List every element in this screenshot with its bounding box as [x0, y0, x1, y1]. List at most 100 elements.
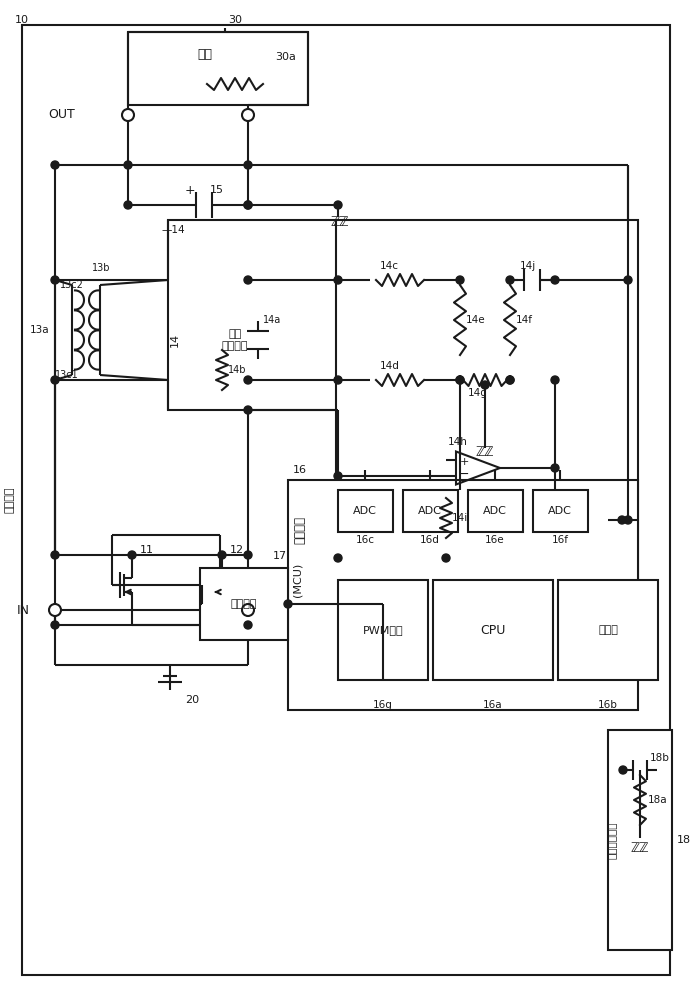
Text: −: − [459, 468, 469, 481]
Text: 13a: 13a [30, 325, 49, 335]
Text: 存储器: 存储器 [598, 625, 618, 635]
Circle shape [624, 516, 632, 524]
Circle shape [624, 276, 632, 284]
Circle shape [334, 554, 342, 562]
Text: ℤℤ: ℤℤ [331, 217, 349, 230]
Text: 控制电路: 控制电路 [293, 516, 306, 544]
Text: 14: 14 [170, 333, 180, 347]
Text: 18b: 18b [650, 753, 670, 763]
Text: ℤℤ: ℤℤ [631, 842, 649, 854]
Circle shape [244, 406, 252, 414]
Circle shape [551, 276, 559, 284]
Text: (MCU): (MCU) [293, 563, 303, 597]
Circle shape [51, 161, 59, 169]
Bar [433, 580, 553, 680]
Circle shape [456, 376, 464, 384]
Bar [533, 490, 588, 532]
Bar [468, 490, 523, 532]
Circle shape [284, 600, 292, 608]
Circle shape [51, 621, 59, 629]
Text: ADC: ADC [418, 506, 442, 516]
Text: 16g: 16g [373, 700, 393, 710]
Circle shape [334, 276, 342, 284]
Text: 16: 16 [293, 465, 307, 475]
Circle shape [49, 604, 61, 616]
Text: 30: 30 [228, 15, 242, 25]
Bar [128, 32, 308, 105]
Bar [200, 568, 288, 640]
Text: ADC: ADC [353, 506, 377, 516]
Circle shape [551, 464, 559, 472]
Text: 13c2: 13c2 [60, 280, 84, 290]
Text: 14j: 14j [520, 261, 536, 271]
Circle shape [124, 201, 132, 209]
Circle shape [51, 551, 59, 559]
Text: 13b: 13b [92, 263, 111, 273]
Text: OUT: OUT [48, 108, 75, 121]
Text: 14a: 14a [263, 315, 282, 325]
Text: ADC: ADC [548, 506, 572, 516]
Bar [288, 480, 638, 710]
Circle shape [244, 551, 252, 559]
Circle shape [244, 621, 252, 629]
Circle shape [122, 109, 134, 121]
Text: 门驱动器: 门驱动器 [231, 599, 257, 609]
Text: +: + [459, 457, 468, 467]
Text: 16f: 16f [551, 535, 569, 545]
Text: 16d: 16d [420, 535, 440, 545]
Text: 电流
检测电路: 电流 检测电路 [222, 329, 248, 351]
Circle shape [506, 276, 514, 284]
Bar [403, 490, 458, 532]
Circle shape [51, 376, 59, 384]
Circle shape [244, 376, 252, 384]
Text: —14: —14 [162, 225, 185, 235]
Circle shape [481, 381, 489, 389]
Circle shape [334, 376, 342, 384]
Bar [338, 490, 393, 532]
Circle shape [124, 161, 132, 169]
Text: 14d: 14d [380, 361, 400, 371]
Text: 14e: 14e [466, 315, 486, 325]
Text: 20: 20 [185, 695, 199, 705]
Circle shape [244, 201, 252, 209]
Text: ℤℤ: ℤℤ [476, 446, 494, 458]
Circle shape [334, 201, 342, 209]
Text: 17: 17 [273, 551, 287, 561]
Circle shape [456, 376, 464, 384]
Text: 18: 18 [677, 835, 691, 845]
Text: 18a: 18a [648, 795, 668, 805]
Text: 14i: 14i [452, 513, 468, 523]
Bar [558, 580, 658, 680]
Text: 10: 10 [15, 15, 29, 25]
Circle shape [242, 604, 254, 616]
Text: 负载: 负载 [197, 47, 213, 60]
Circle shape [128, 551, 136, 559]
Text: 30a: 30a [275, 52, 296, 62]
Text: PWM电路: PWM电路 [362, 625, 404, 635]
Text: 14c: 14c [380, 261, 399, 271]
Circle shape [244, 276, 252, 284]
Text: CPU: CPU [480, 624, 506, 637]
Text: 14g: 14g [468, 388, 488, 398]
Circle shape [506, 376, 514, 384]
Bar [168, 220, 338, 410]
Text: 13c1: 13c1 [55, 370, 79, 380]
Text: IN: IN [17, 603, 30, 616]
Bar [336, 220, 638, 625]
Text: 14h: 14h [448, 437, 468, 447]
Circle shape [456, 276, 464, 284]
Text: 14b: 14b [228, 365, 247, 375]
Circle shape [244, 161, 252, 169]
Text: 时间常数电路: 时间常数电路 [607, 821, 617, 859]
Circle shape [51, 276, 59, 284]
Circle shape [244, 201, 252, 209]
Text: 12: 12 [230, 545, 244, 555]
Text: 16b: 16b [598, 700, 618, 710]
Text: +: + [185, 184, 196, 196]
Circle shape [619, 766, 627, 774]
Text: 16a: 16a [483, 700, 503, 710]
Circle shape [334, 472, 342, 480]
Circle shape [618, 516, 626, 524]
Text: 电源装置: 电源装置 [5, 487, 15, 513]
Circle shape [506, 376, 514, 384]
